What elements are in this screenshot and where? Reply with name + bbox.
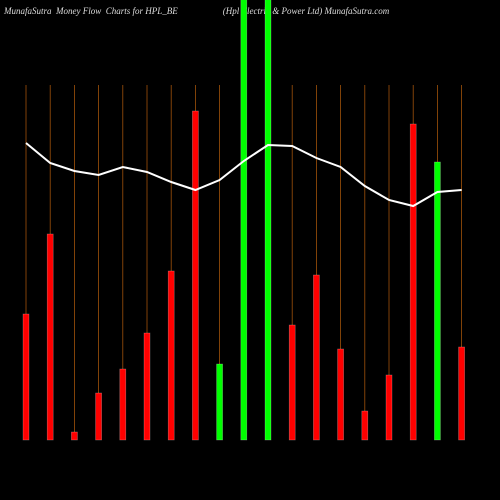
bar xyxy=(95,392,102,441)
bar xyxy=(167,270,175,441)
bar xyxy=(313,274,320,441)
bar xyxy=(46,233,54,441)
money-flow-line xyxy=(25,142,462,208)
bar xyxy=(385,374,393,441)
bar xyxy=(264,0,272,441)
bar xyxy=(288,324,296,441)
bar xyxy=(22,313,30,441)
bar xyxy=(434,161,441,441)
bar xyxy=(119,368,127,441)
bar xyxy=(216,363,223,441)
bar xyxy=(192,110,199,441)
chart-title: MunafaSutra Money Flow Charts for HPL_BE… xyxy=(3,6,390,16)
bar xyxy=(361,410,369,441)
bar xyxy=(458,346,465,441)
bar xyxy=(143,332,151,441)
bar xyxy=(240,0,248,441)
bar xyxy=(409,123,417,441)
bar xyxy=(71,431,78,441)
bar xyxy=(337,348,344,441)
